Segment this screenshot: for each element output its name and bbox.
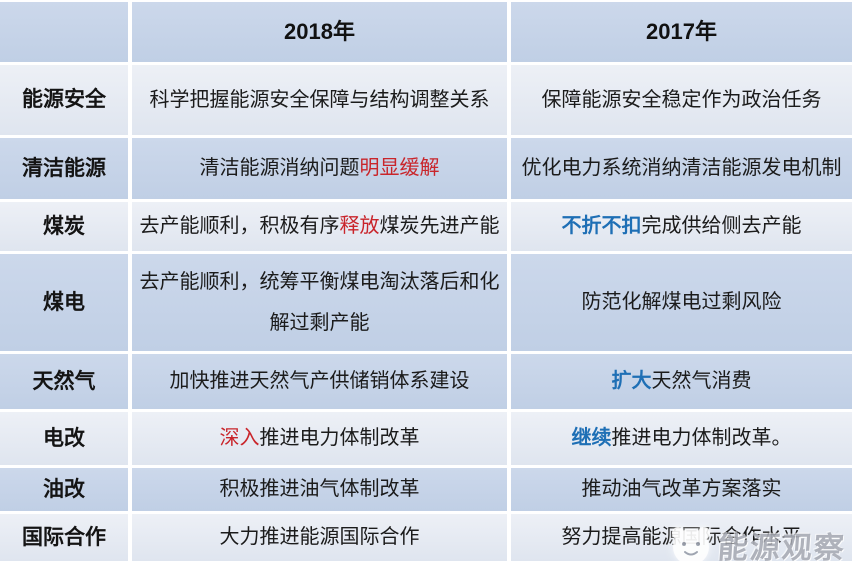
row-label: 能源安全: [0, 65, 128, 135]
cell-text: 大力推进能源国际合作: [220, 517, 420, 558]
cell-2017: 努力提高能源国际合作水平: [511, 514, 852, 561]
highlight-text-segment: 明显缓解: [359, 157, 440, 179]
text-segment: 清洁能源消纳问题: [199, 157, 360, 179]
cell-2018: 深入推进电力体制改革: [132, 412, 507, 465]
cell-2018: 科学把握能源安全保障与结构调整关系: [132, 65, 507, 135]
cell-text: 扩大天然气消费: [612, 361, 752, 402]
table-row: 国际合作 大力推进能源国际合作 努力提高能源国际合作水平: [0, 514, 852, 561]
highlight-text-segment: 继续: [571, 427, 612, 449]
text-segment: 完成供给侧去产能: [641, 215, 802, 237]
cell-2017: 不折不扣完成供给侧去产能: [511, 202, 852, 251]
cell-text: 积极推进油气体制改革: [220, 469, 420, 510]
cell-2017: 推动油气改革方案落实: [511, 468, 852, 512]
table-row: 电改 深入推进电力体制改革 继续推进电力体制改革。: [0, 412, 852, 465]
cell-text: 保障能源安全稳定作为政治任务: [542, 80, 822, 121]
cell-2017: 保障能源安全稳定作为政治任务: [511, 65, 852, 135]
cell-2017: 优化电力系统消纳清洁能源发电机制: [511, 138, 852, 199]
text-segment: 科学把握能源安全保障与结构调整关系: [149, 88, 490, 111]
header-cell-2017: 2017年: [511, 2, 852, 62]
text-segment: 保障能源安全稳定作为政治任务: [541, 88, 822, 111]
cell-text: 努力提高能源国际合作水平: [562, 517, 802, 558]
highlight-text-segment: 不折不扣: [561, 215, 642, 237]
policy-comparison-table: 2018年 2017年 能源安全 科学把握能源安全保障与结构调整关系 保障能源安…: [0, 2, 852, 561]
cell-2017: 扩大天然气消费: [511, 354, 852, 409]
row-label: 天然气: [0, 354, 128, 409]
cell-2017: 防范化解煤电过剩风险: [511, 254, 852, 351]
table-row: 油改 积极推进油气体制改革 推动油气改革方案落实: [0, 468, 852, 512]
header-cell-2018: 2018年: [132, 2, 507, 62]
text-segment: 大力推进能源国际合作: [219, 526, 420, 548]
row-label: 煤电: [0, 254, 128, 351]
cell-text: 推动油气改革方案落实: [582, 469, 782, 510]
cell-text: 清洁能源消纳问题明显缓解: [200, 148, 440, 189]
cell-text: 去产能顺利，统筹平衡煤电淘汰落后和化解过剩产能: [138, 262, 501, 344]
cell-text: 不折不扣完成供给侧去产能: [562, 206, 802, 247]
table-row: 能源安全 科学把握能源安全保障与结构调整关系 保障能源安全稳定作为政治任务: [0, 65, 852, 135]
row-label: 清洁能源: [0, 138, 128, 199]
cell-text: 科学把握能源安全保障与结构调整关系: [150, 80, 490, 121]
cell-text: 加快推进天然气产供储销体系建设: [170, 361, 470, 402]
table-row: 清洁能源 清洁能源消纳问题明显缓解 优化电力系统消纳清洁能源发电机制: [0, 138, 852, 199]
text-segment: 积极推进油气体制改革: [219, 478, 420, 501]
text-segment: 推进电力体制改革: [259, 427, 420, 449]
cell-text: 去产能顺利，积极有序释放煤炭先进产能: [140, 206, 500, 247]
cell-2018: 去产能顺利，积极有序释放煤炭先进产能: [132, 202, 507, 251]
text-segment: 加快推进天然气产供储销体系建设: [169, 370, 470, 392]
row-label: 国际合作: [0, 514, 128, 561]
cell-text: 防范化解煤电过剩风险: [582, 282, 782, 323]
text-segment: 优化电力系统消纳清洁能源发电机制: [521, 157, 842, 179]
cell-2018: 清洁能源消纳问题明显缓解: [132, 138, 507, 199]
text-segment: 去产能顺利，统筹平衡煤电淘汰落后和化解过剩产能: [139, 270, 500, 334]
text-segment: 推进电力体制改革。: [611, 427, 792, 449]
row-label: 油改: [0, 468, 128, 512]
row-label: 煤炭: [0, 202, 128, 251]
header-cell-empty: [0, 2, 128, 62]
cell-text: 继续推进电力体制改革。: [572, 418, 792, 459]
cell-text: 优化电力系统消纳清洁能源发电机制: [522, 148, 842, 189]
table-row: 煤电 去产能顺利，统筹平衡煤电淘汰落后和化解过剩产能 防范化解煤电过剩风险: [0, 254, 852, 351]
table-header-row: 2018年 2017年: [0, 2, 852, 62]
text-segment: 防范化解煤电过剩风险: [581, 291, 782, 313]
row-label: 电改: [0, 412, 128, 465]
table-row: 天然气 加快推进天然气产供储销体系建设 扩大天然气消费: [0, 354, 852, 409]
highlight-text-segment: 深入: [219, 427, 260, 449]
cell-text: 深入推进电力体制改革: [220, 418, 420, 459]
text-segment: 努力提高能源国际合作水平: [561, 526, 802, 548]
cell-2018: 积极推进油气体制改革: [132, 468, 507, 512]
cell-2018: 去产能顺利，统筹平衡煤电淘汰落后和化解过剩产能: [132, 254, 507, 351]
highlight-text-segment: 扩大: [611, 370, 652, 392]
text-segment: 推动油气改革方案落实: [581, 478, 782, 501]
cell-2018: 大力推进能源国际合作: [132, 514, 507, 561]
highlight-text-segment: 释放: [339, 215, 380, 237]
cell-2018: 加快推进天然气产供储销体系建设: [132, 354, 507, 409]
text-segment: 煤炭先进产能: [379, 215, 500, 237]
cell-2017: 继续推进电力体制改革。: [511, 412, 852, 465]
text-segment: 天然气消费: [651, 370, 752, 392]
table-row: 煤炭 去产能顺利，积极有序释放煤炭先进产能 不折不扣完成供给侧去产能: [0, 202, 852, 251]
text-segment: 去产能顺利，积极有序: [139, 215, 340, 237]
